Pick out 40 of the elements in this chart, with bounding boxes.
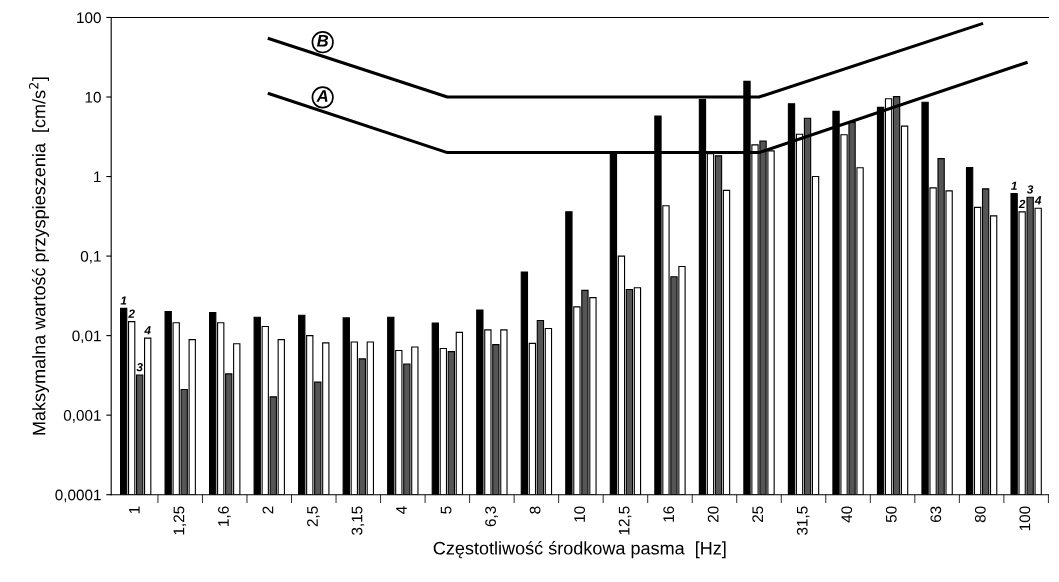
x-tick-label: 4 [396, 506, 407, 514]
series-label: A [316, 90, 328, 102]
x-tick-label: 5 [440, 506, 452, 514]
text: 3 [1026, 185, 1034, 194]
text: 2 [128, 309, 135, 318]
series-label: 2 [1018, 199, 1026, 209]
x-tick-label: 10 [574, 506, 586, 522]
x-tick-label: 31,5 [796, 506, 810, 535]
series-label: 1 [120, 296, 127, 305]
y-tick-label: 100 [77, 12, 101, 24]
x-tick-label: 100 [1019, 506, 1031, 531]
text: 4 [144, 326, 151, 335]
category-label: 1 [1011, 181, 1017, 190]
x-tick-label: 2,5 [307, 506, 320, 527]
x-tick-label: 20 [707, 506, 719, 523]
y-tick-label: 1 [94, 171, 101, 183]
x-tick-label: 16 [663, 506, 675, 522]
x-axis-title: Częstotliwość środkowa pasma [Hz] [433, 541, 726, 559]
x-tick-label: 2 [262, 506, 274, 514]
x-tick-label: 12,5 [618, 506, 632, 535]
series-label: B [316, 35, 329, 47]
x-tick-label: 40 [841, 506, 853, 523]
y-tick-label: 0,1 [80, 250, 101, 264]
x-tick-label: 3,15 [351, 506, 365, 535]
y-tick-label: 0,01 [72, 330, 101, 344]
x-tick-label: 80 [974, 506, 986, 523]
x-tick-label: 50 [885, 506, 897, 523]
series-label: 3 [136, 362, 143, 372]
y-axis-title: Maksymalna wartość przyspieszenia [cm/s$^{2}$] [28, 77, 50, 435]
series-label: 4 [1034, 196, 1042, 205]
x-tick-label: 25 [752, 506, 764, 523]
x-tick-label: 1,25 [173, 506, 187, 535]
y-tick-label: 10 [85, 91, 101, 103]
x-tick-label: 8 [529, 506, 541, 514]
x-tick-label: 6,3 [485, 506, 498, 527]
x-tick-label: 1,6 [218, 506, 231, 526]
x-tick-label: 1 [129, 506, 140, 514]
y-tick-label: 0,001 [63, 410, 101, 423]
x-tick-label: 63 [930, 506, 942, 523]
y-tick-label: 0,0001 [55, 489, 101, 503]
